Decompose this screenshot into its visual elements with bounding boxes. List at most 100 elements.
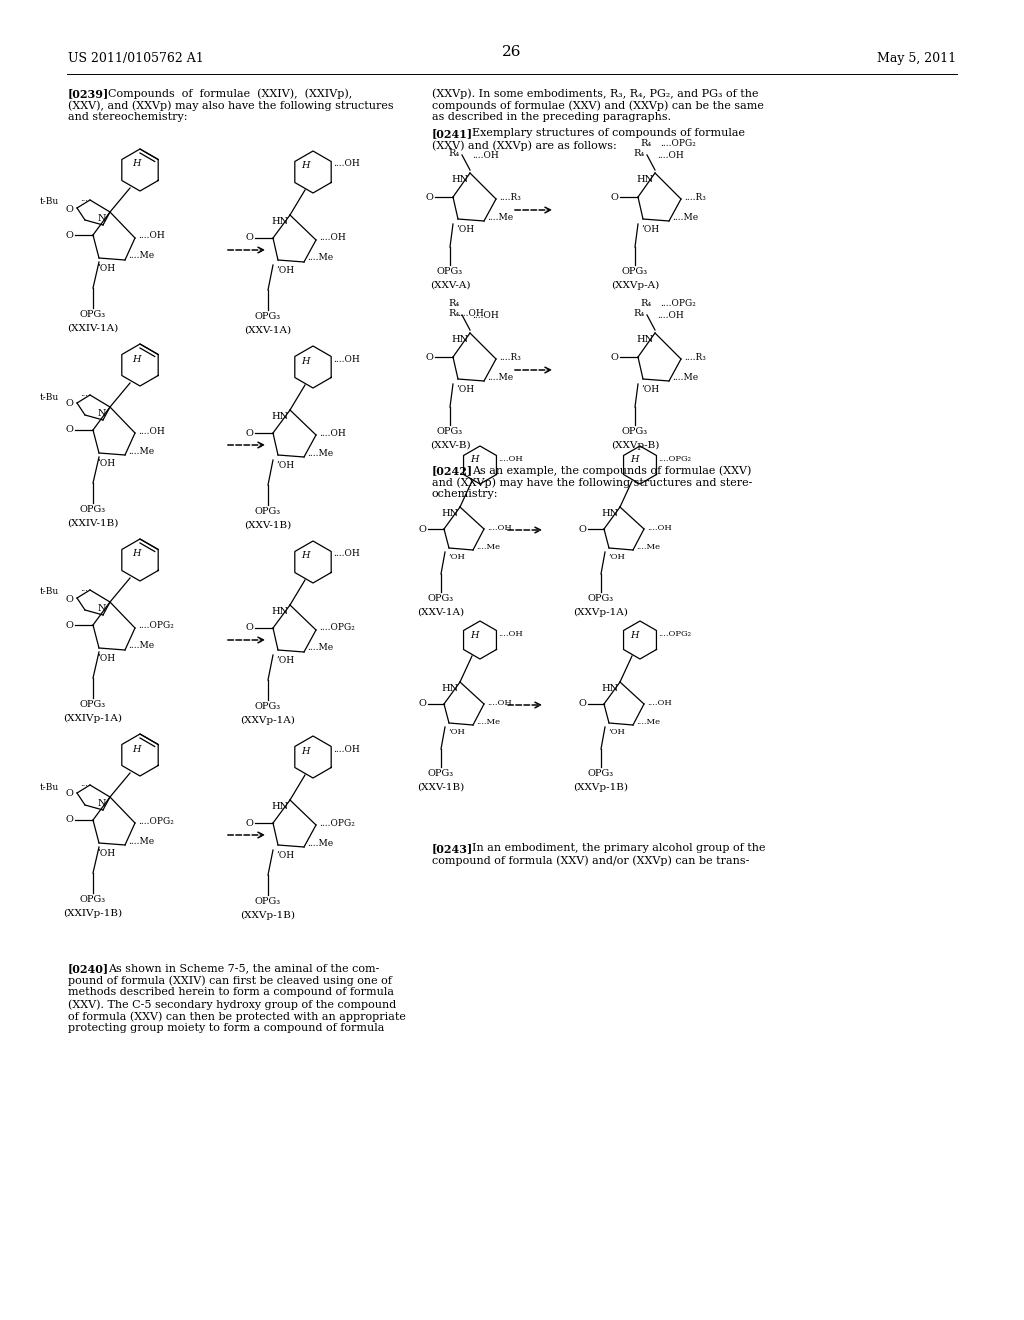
Text: H: H: [301, 161, 309, 170]
Text: N: N: [97, 605, 106, 612]
Text: t-Bu: t-Bu: [40, 783, 59, 792]
Text: As an example, the compounds of formulae (XXV): As an example, the compounds of formulae…: [472, 465, 752, 475]
Text: [0242]: [0242]: [432, 465, 473, 477]
Text: ....Me: ....Me: [476, 543, 500, 550]
Text: ....OH: ....OH: [138, 231, 165, 240]
Text: ’OH: ’OH: [641, 224, 659, 234]
Text: protecting group moiety to form a compound of formula: protecting group moiety to form a compou…: [68, 1023, 384, 1034]
Text: ....R₃: ....R₃: [684, 193, 706, 202]
Text: ....OH: ....OH: [498, 455, 522, 463]
Text: ....R₃: ....R₃: [499, 352, 521, 362]
Text: N: N: [97, 214, 106, 223]
Text: O: O: [245, 623, 253, 632]
Text: ’OH: ’OH: [97, 459, 115, 469]
Text: ....Me: ....Me: [307, 449, 333, 458]
Text: ...: ...: [80, 195, 88, 203]
Text: ....OPG₂: ....OPG₂: [138, 817, 174, 825]
Text: ....Me: ....Me: [128, 837, 155, 846]
Text: ....OH: ....OH: [457, 309, 483, 318]
Text: ’OH: ’OH: [97, 849, 115, 858]
Text: H: H: [301, 552, 309, 561]
Text: compounds of formulae (XXV) and (XXVp) can be the same: compounds of formulae (XXV) and (XXVp) c…: [432, 100, 764, 111]
Text: ochemistry:: ochemistry:: [432, 488, 499, 499]
Text: N: N: [97, 409, 106, 418]
Text: O: O: [66, 594, 73, 603]
Text: ....Me: ....Me: [672, 372, 698, 381]
Text: H: H: [470, 631, 478, 639]
Text: (XXIV-1A): (XXIV-1A): [68, 323, 119, 333]
Text: (XXV-1B): (XXV-1B): [245, 521, 292, 531]
Text: H: H: [301, 747, 309, 755]
Text: HN: HN: [601, 510, 618, 517]
Text: ....OH: ....OH: [138, 426, 165, 436]
Text: O: O: [245, 429, 253, 437]
Text: R₄: R₄: [449, 298, 459, 308]
Text: OPG₃: OPG₃: [428, 770, 454, 777]
Text: ....Me: ....Me: [128, 446, 155, 455]
Text: ....OH: ....OH: [472, 150, 499, 160]
Text: ....Me: ....Me: [307, 838, 333, 847]
Text: O: O: [66, 231, 73, 239]
Text: (XXIVp-1A): (XXIVp-1A): [63, 714, 123, 723]
Text: ....OH: ....OH: [657, 310, 684, 319]
Text: N: N: [97, 799, 106, 808]
Text: H: H: [630, 455, 638, 465]
Text: (XXIV-1B): (XXIV-1B): [68, 519, 119, 528]
Text: as described in the preceding paragraphs.: as described in the preceding paragraphs…: [432, 112, 671, 121]
Text: ....OPG₂: ....OPG₂: [319, 818, 355, 828]
Text: 26: 26: [502, 45, 522, 59]
Text: [0240]: [0240]: [68, 964, 110, 974]
Text: and stereochemistry:: and stereochemistry:: [68, 112, 187, 121]
Text: ’OH: ’OH: [456, 385, 474, 393]
Text: (XXVp). In some embodiments, R₃, R₄, PG₂, and PG₃ of the: (XXVp). In some embodiments, R₃, R₄, PG₂…: [432, 88, 759, 99]
Text: HN: HN: [601, 684, 618, 693]
Text: t-Bu: t-Bu: [40, 392, 59, 401]
Text: t-Bu: t-Bu: [40, 198, 59, 206]
Text: O: O: [66, 400, 73, 408]
Text: OPG₃: OPG₃: [437, 426, 463, 436]
Text: (XXVp-1A): (XXVp-1A): [573, 609, 629, 618]
Text: OPG₃: OPG₃: [428, 594, 454, 603]
Text: H: H: [132, 355, 140, 363]
Text: ....Me: ....Me: [636, 543, 660, 550]
Text: ....OH: ....OH: [498, 630, 522, 638]
Text: R₄: R₄: [449, 309, 460, 318]
Text: US 2011/0105762 A1: US 2011/0105762 A1: [68, 51, 204, 65]
Text: (XXVp-1A): (XXVp-1A): [241, 715, 296, 725]
Text: OPG₃: OPG₃: [622, 267, 648, 276]
Text: R₄: R₄: [634, 149, 645, 157]
Text: ....OH: ....OH: [333, 744, 359, 754]
Text: (XXV), and (XXVp) may also have the following structures: (XXV), and (XXVp) may also have the foll…: [68, 100, 393, 111]
Text: ’OH: ’OH: [449, 729, 465, 737]
Text: (XXV-1A): (XXV-1A): [418, 609, 465, 616]
Text: OPG₃: OPG₃: [80, 895, 106, 904]
Text: As shown in Scheme 7-5, the aminal of the com-: As shown in Scheme 7-5, the aminal of th…: [108, 964, 379, 973]
Text: OPG₃: OPG₃: [255, 312, 281, 321]
Text: ....OH: ....OH: [647, 524, 672, 532]
Text: HN: HN: [271, 607, 289, 616]
Text: ....OH: ....OH: [319, 234, 346, 243]
Text: ’OH: ’OH: [276, 461, 294, 470]
Text: ....OH: ....OH: [472, 310, 499, 319]
Text: ’OH: ’OH: [276, 851, 294, 861]
Text: ....R₃: ....R₃: [684, 352, 706, 362]
Text: O: O: [66, 425, 73, 434]
Text: ....Me: ....Me: [487, 372, 513, 381]
Text: OPG₃: OPG₃: [80, 506, 106, 513]
Text: OPG₃: OPG₃: [588, 594, 614, 603]
Text: OPG₃: OPG₃: [80, 310, 106, 319]
Text: HN: HN: [271, 412, 289, 421]
Text: R₄: R₄: [449, 149, 460, 157]
Text: H: H: [630, 631, 638, 639]
Text: (XXVp-A): (XXVp-A): [611, 281, 659, 290]
Text: OPG₃: OPG₃: [588, 770, 614, 777]
Text: ....OPG₂: ....OPG₂: [319, 623, 355, 632]
Text: OPG₃: OPG₃: [622, 426, 648, 436]
Text: ’OH: ’OH: [641, 385, 659, 393]
Text: ....Me: ....Me: [307, 253, 333, 263]
Text: ...: ...: [80, 389, 88, 399]
Text: ....OPG₂: ....OPG₂: [138, 622, 174, 631]
Text: ’OH: ’OH: [276, 656, 294, 665]
Text: O: O: [66, 620, 73, 630]
Text: ...: ...: [80, 780, 88, 788]
